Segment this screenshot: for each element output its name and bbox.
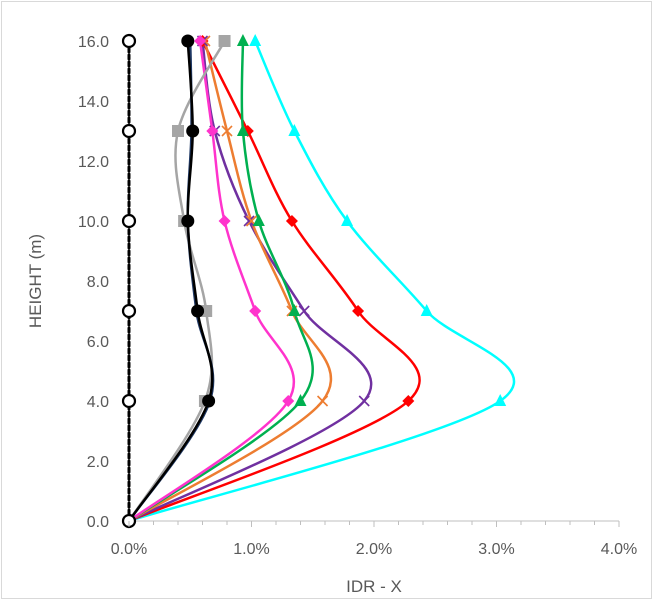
- diamond-marker: [249, 305, 262, 317]
- y-tick-label: 10.0: [78, 214, 109, 231]
- y-tick-label: 16.0: [78, 34, 109, 51]
- diamond-marker: [352, 305, 365, 317]
- x-tick-label: 3.0%: [478, 541, 514, 558]
- triangle-marker: [288, 304, 301, 316]
- x-marker: [316, 395, 329, 407]
- x-tick-label: 4.0%: [601, 541, 637, 558]
- hollow-circle-marker: [121, 33, 137, 49]
- triangle-marker: [494, 394, 507, 406]
- circle-marker: [181, 214, 195, 228]
- triangle-marker: [341, 214, 354, 226]
- triangle-marker: [294, 394, 307, 406]
- x-marker: [221, 125, 233, 137]
- x-marker-stroke: [298, 305, 310, 317]
- series-line: [127, 39, 516, 523]
- y-tick-label: 12.0: [78, 154, 109, 171]
- hollow-circle-marker: [121, 213, 137, 229]
- series-line: [127, 39, 226, 523]
- x-marker: [298, 305, 310, 317]
- x-marker-stroke: [358, 395, 370, 407]
- circle-marker: [202, 394, 216, 408]
- x-tick-label: 0.0%: [111, 541, 147, 558]
- triangle-marker: [249, 34, 262, 46]
- x-tick-label: 2.0%: [356, 541, 392, 558]
- x-axis-title: IDR - X: [346, 577, 402, 596]
- x-tick-labels: 0.0% 1.0% 2.0% 3.0% 4.0%: [111, 521, 637, 558]
- hollow-circle-marker: [121, 123, 137, 139]
- square-marker: [172, 125, 184, 137]
- y-axis-title: HEIGHT (m): [26, 234, 45, 328]
- y-tick-label: 6.0: [87, 334, 109, 351]
- y-tick-label: 2.0: [87, 454, 109, 471]
- triangle-marker: [236, 124, 249, 136]
- hollow-circle-marker: [121, 393, 137, 409]
- triangle-marker: [236, 34, 249, 46]
- triangle-marker: [252, 214, 265, 226]
- series-layer: [127, 39, 516, 523]
- x-tick-label: 1.0%: [233, 541, 269, 558]
- circle-marker: [186, 124, 200, 138]
- diamond-marker: [285, 215, 298, 227]
- triangle-marker: [420, 304, 433, 316]
- x-marker-stroke: [245, 215, 258, 227]
- y-tick-labels: 0.0 2.0 4.0 6.0 8.0 10.0 12.0 14.0 16.0: [78, 34, 109, 531]
- y-tick-label: 4.0: [87, 394, 109, 411]
- diamond-marker: [402, 395, 415, 407]
- x-marker: [243, 215, 255, 227]
- y-tick-label: 14.0: [78, 94, 109, 111]
- x-marker: [358, 395, 370, 407]
- diamond-marker: [218, 215, 231, 227]
- diamond-marker: [206, 125, 219, 137]
- series-line: [127, 39, 333, 523]
- x-marker-stroke: [243, 215, 255, 227]
- x-marker-stroke: [221, 125, 233, 137]
- x-marker-stroke: [316, 395, 329, 407]
- hollow-circle-marker: [121, 303, 137, 319]
- square-marker: [218, 35, 231, 47]
- circle-marker: [181, 34, 195, 48]
- y-tick-label: 0.0: [87, 514, 109, 531]
- diamond-marker: [282, 395, 295, 407]
- circle-marker: [191, 304, 205, 318]
- diamond-marker: [194, 35, 207, 47]
- triangle-marker: [288, 124, 301, 136]
- y-tick-label: 8.0: [87, 274, 109, 291]
